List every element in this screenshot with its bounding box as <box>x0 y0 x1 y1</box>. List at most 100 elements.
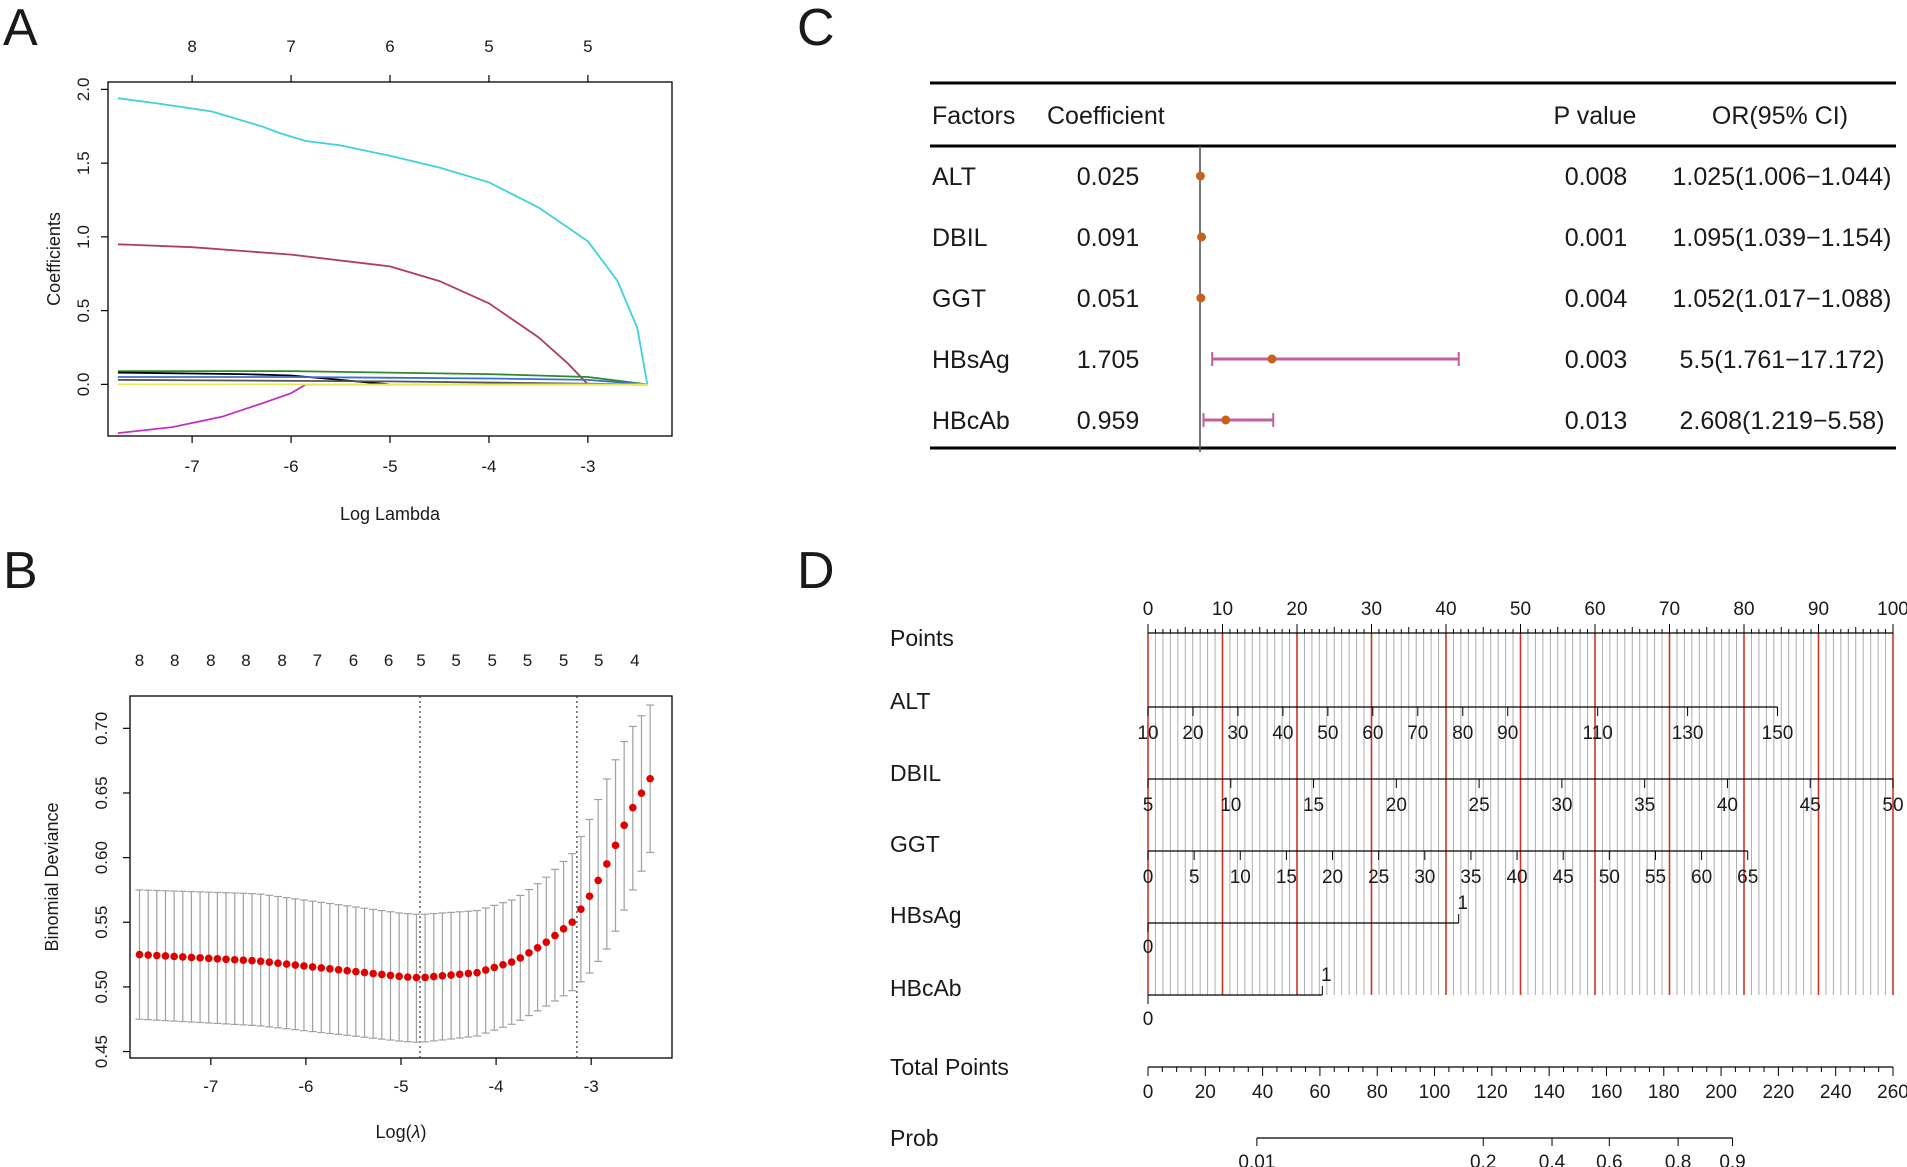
deviance-point <box>170 952 178 961</box>
variable-tick-label: 55 <box>1645 867 1666 888</box>
row-coefficient: 1.705 <box>1077 346 1140 374</box>
total-points-tick-label: 40 <box>1252 1082 1273 1103</box>
deviance-point <box>213 955 222 963</box>
coef-path-6 <box>117 376 648 386</box>
deviance-point <box>525 949 533 957</box>
row-coefficient: 0.025 <box>1077 163 1140 191</box>
deviance-point <box>378 970 386 979</box>
row-p-value: 0.004 <box>1565 285 1628 313</box>
deviance-point <box>343 966 352 975</box>
top-count-label: 5 <box>559 651 568 670</box>
deviance-point <box>334 965 343 974</box>
top-count-label: 5 <box>594 651 603 670</box>
row-label-ggt: GGT <box>890 831 940 857</box>
points-tick-label: 70 <box>1659 599 1680 620</box>
points-tick-label: 40 <box>1435 599 1456 620</box>
row-label-dbil: DBIL <box>890 760 941 786</box>
deviance-point <box>178 953 187 961</box>
x-tick-label: -4 <box>489 1077 504 1096</box>
variable-tick-label: 65 <box>1737 867 1758 888</box>
variable-tick-label: 15 <box>1276 867 1297 888</box>
or-point <box>1196 293 1206 303</box>
row-p-value: 0.003 <box>1565 346 1628 374</box>
row-factor: HBsAg <box>932 346 1010 374</box>
deviance-point <box>568 918 577 926</box>
y-tick-label: 0.0 <box>74 373 93 397</box>
deviance-point <box>542 938 551 946</box>
total-points-tick-label: 260 <box>1877 1082 1907 1103</box>
x-axis-label-part: ) <box>420 1122 426 1142</box>
top-count-label: 5 <box>523 651 532 670</box>
top-count-label: 8 <box>241 651 250 670</box>
deviance-point <box>594 876 603 885</box>
coef-path-3 <box>117 383 648 434</box>
deviance-point <box>204 954 213 963</box>
variable-tick-label: 35 <box>1634 795 1655 816</box>
deviance-point <box>395 972 403 981</box>
top-count-label: 7 <box>313 651 322 670</box>
or-point <box>1197 232 1207 242</box>
variable-tick-label: 30 <box>1414 867 1435 888</box>
y-tick-label: 0.5 <box>74 299 93 323</box>
prob-tick-label: 0.8 <box>1665 1152 1691 1167</box>
panel-label-a: A <box>3 0 38 57</box>
top-tick-label: 5 <box>583 37 592 56</box>
deviance-point <box>256 957 265 966</box>
row-label-points: Points <box>890 625 954 651</box>
deviance-point <box>239 956 248 965</box>
total-points-tick-label: 200 <box>1705 1082 1737 1103</box>
row-p-value: 0.013 <box>1565 407 1628 435</box>
col-header-factors: Factors <box>932 102 1015 130</box>
coef-path-7 <box>117 379 648 386</box>
deviance-point <box>352 967 360 976</box>
variable-tick-label: 60 <box>1362 723 1383 744</box>
deviance-point <box>559 925 568 933</box>
row-or-ci: 1.052(1.017−1.088) <box>1673 285 1892 313</box>
points-tick-label: 90 <box>1808 599 1829 620</box>
deviance-point <box>637 789 646 797</box>
deviance-point <box>629 803 637 812</box>
top-count-label: 4 <box>630 651 639 670</box>
or-point <box>1221 415 1231 425</box>
total-points-tick-label: 140 <box>1533 1082 1565 1103</box>
variable-tick-label: 5 <box>1189 867 1200 888</box>
variable-tick-label: 130 <box>1672 723 1704 744</box>
y-tick-label: 0.45 <box>92 1035 111 1068</box>
col-header-or-ci: OR(95% CI) <box>1712 102 1848 130</box>
deviance-point <box>282 960 291 968</box>
variable-tick-label: 40 <box>1717 795 1738 816</box>
top-count-label: 6 <box>384 651 393 670</box>
variable-tick-label: 35 <box>1460 867 1481 888</box>
deviance-point <box>308 963 317 971</box>
deviance-point <box>490 963 499 972</box>
variable-tick-label: 30 <box>1227 723 1248 744</box>
deviance-point <box>317 964 326 972</box>
deviance-point <box>300 962 308 970</box>
row-label-hbsag: HBsAg <box>890 902 962 928</box>
panel-a-coefficient-paths: -7 -6 -5 -4 -3 0.0 0.5 1.0 1.5 2.0 8 7 6 5 5 Log Lambda… <box>44 37 673 524</box>
x-axis-label: Log(λ) <box>376 1122 427 1142</box>
x-tick-label: -3 <box>580 457 595 476</box>
row-coefficient: 0.091 <box>1077 224 1140 252</box>
variable-tick-label: 10 <box>1230 867 1251 888</box>
top-tick-label: 5 <box>484 37 493 56</box>
deviance-point <box>533 943 542 952</box>
y-tick-label: 1.0 <box>74 225 93 249</box>
deviance-point <box>551 931 559 940</box>
coef-path-4 <box>117 370 648 386</box>
variable-tick-label: 45 <box>1800 795 1821 816</box>
variable-tick-label: 50 <box>1317 723 1338 744</box>
row-coefficient: 0.959 <box>1077 407 1140 435</box>
points-tick-label: 10 <box>1212 599 1233 620</box>
deviance-point <box>646 774 654 783</box>
deviance-point <box>404 973 412 981</box>
prob-tick-label: 0.6 <box>1596 1152 1622 1167</box>
variable-tick-label: 70 <box>1407 723 1428 744</box>
x-tick-label: -5 <box>393 1077 408 1096</box>
y-axis-label: Coefficients <box>44 212 64 306</box>
deviance-point <box>161 952 170 960</box>
y-axis-label: Binomial Deviance <box>42 802 62 951</box>
x-tick-label: -4 <box>481 457 496 476</box>
panel-label-b: B <box>3 542 38 600</box>
deviance-point <box>455 970 464 979</box>
